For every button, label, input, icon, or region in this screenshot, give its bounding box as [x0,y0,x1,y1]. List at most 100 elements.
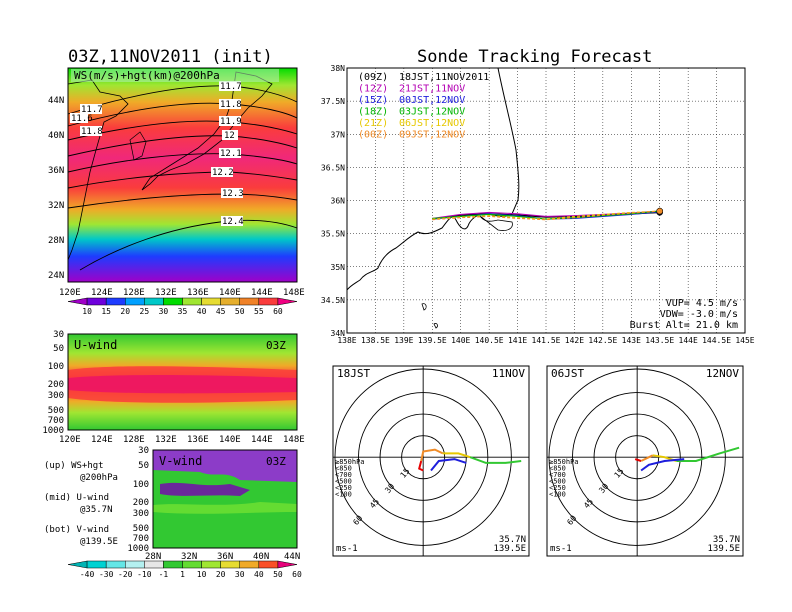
lon-tick: 136E [187,288,209,298]
lat-tick: 36N [217,552,233,562]
colorbar-tick: 40 [254,570,264,579]
lat-tick: 35N [331,263,346,272]
contour-label: 11.6 [71,114,93,124]
colorbar-swatch [182,297,202,306]
right-title: Sonde Tracking Forecast [417,47,652,67]
legend-code: (18Z) [358,107,388,118]
colorbar-swatch [67,297,88,306]
lon-tick: 144E [679,336,698,345]
lat-tick: 40N [48,131,64,141]
contour-label: 11.8 [220,100,242,110]
lon-tick: 144.5E [702,336,731,345]
lon-tick: 148E [283,435,305,445]
ws-colorbar: 10 15 20 25 30 35 40 45 50 55 60 [67,297,298,316]
lon-tick: 141E [508,336,527,345]
level-key: <250 [335,484,352,492]
hodograph-time: 06JST [551,367,584,380]
colorbar-swatch [277,297,298,306]
vwind-label: V-wind [159,454,202,468]
lon-tick: 140E [219,288,241,298]
uwind-panel: U-wind 03Z 30 50 100 200 300 500 700 100… [42,330,304,445]
left-title: 03Z,11NOV2011 (init) [68,47,273,67]
p-tick: 500 [133,524,149,534]
ws-lat-ticks: 44N 40N 36N 32N 28N 24N [48,96,64,281]
vwind-upper-band [153,450,297,470]
legend-time: 06JST,12NOV [399,118,465,129]
map-lat-ticks: 38N 37.5N 37N 36.5N 36N 35.5N 35N 34.5N 34N [321,64,345,338]
colorbar-tick: 10 [82,307,92,316]
p-tick: 1000 [127,544,149,554]
coastline-japan [141,71,273,191]
date-box [479,367,527,379]
ws-panel-label: WS(m/s)+hgt(km)@200hPa [74,69,220,82]
trajectory-map-panel: (09Z) 18JST,11NOV2011 (12Z) 21JST,11NOV (15Z… [321,64,755,345]
colorbar-swatch [201,560,221,569]
hodograph-trace [442,452,471,459]
hodograph-trace [418,460,424,472]
level-key: <250 [549,484,566,492]
legend-code: (09Z) [358,72,388,83]
colorbar-swatch [258,560,279,569]
lon-tick: 136E [187,435,209,445]
lon-tick: 144E [251,288,273,298]
p-tick: 50 [53,344,64,354]
coastline-boso [479,215,513,231]
colorbar-swatch [86,297,107,306]
colorbar-swatch [258,297,279,306]
p-tick: 30 [53,330,64,340]
hodograph-unit: ms-1 [336,544,358,554]
lon-tick: 142.5E [588,336,617,345]
lat-tick: 28N [48,236,64,246]
contour-label: 12.3 [222,189,244,199]
lat-tick: 40N [253,552,269,562]
legend-note: @35.7N [80,505,113,515]
contour-labels: 11.6 11.7 11.7 11.8 11.8 11.9 12 12.1 12… [70,81,244,227]
lon-tick: 142E [565,336,584,345]
ws-map-panel: 11.6 11.7 11.7 11.8 11.8 11.9 12 12.1 12… [48,67,305,298]
vwind-lower-band [153,502,297,514]
lat-tick: 28N [145,552,161,562]
trajectory-endpoint [656,207,663,215]
level-key: <100 [549,491,566,499]
p-tick: 100 [133,480,149,490]
legend-note: (bot) V-wind [44,525,109,535]
colorbar-tick: -30 [99,570,114,579]
island-izu [421,303,427,311]
lon-tick: 144E [251,435,273,445]
contour-label: 11.8 [81,127,103,137]
lon-tick: 128E [123,435,145,445]
legend-code: (21Z) [358,118,388,129]
lat-tick: 24N [48,271,64,281]
map-gridlines [347,68,745,333]
colorbar-tick: 1 [180,570,185,579]
colorbar-tick: 50 [235,307,245,316]
map-lon-ticks: 138E 138.5E 139E 139.5E 140E 140.5E 141E 141.5E… [337,336,754,345]
colorbar-swatch [86,560,107,569]
legend-note: (up) WS+hgt [44,461,104,471]
vwind-panel: V-wind 03Z 30 50 100 200 300 500 700 100… [127,446,300,562]
uwind-label: U-wind [74,338,117,352]
colorbar-tick: 10 [197,570,207,579]
contour-label: 12.1 [220,149,242,159]
colorbar-tick: -1 [159,570,169,579]
lon-tick: 141.5E [532,336,561,345]
lon-tick: 145E [735,336,754,345]
p-tick: 200 [133,498,149,508]
lat-tick: 32N [48,201,64,211]
colorbar-swatch [277,560,298,569]
p-tick: 100 [48,362,64,372]
lon-tick: 120E [59,288,81,298]
param-vdw: VDW= -3.0 m/s [660,309,738,320]
colorbar-swatch [125,560,145,569]
colorbar-swatch [105,560,126,569]
p-tick: 300 [133,509,149,519]
trajectory-line [432,210,660,221]
lon-tick: 124E [91,288,113,298]
colorbar-swatch [182,560,202,569]
colorbar-tick: 55 [254,307,264,316]
lon-tick: 139.5E [418,336,447,345]
hodograph-unit: ms-1 [550,544,572,554]
lon-tick: 148E [283,288,305,298]
